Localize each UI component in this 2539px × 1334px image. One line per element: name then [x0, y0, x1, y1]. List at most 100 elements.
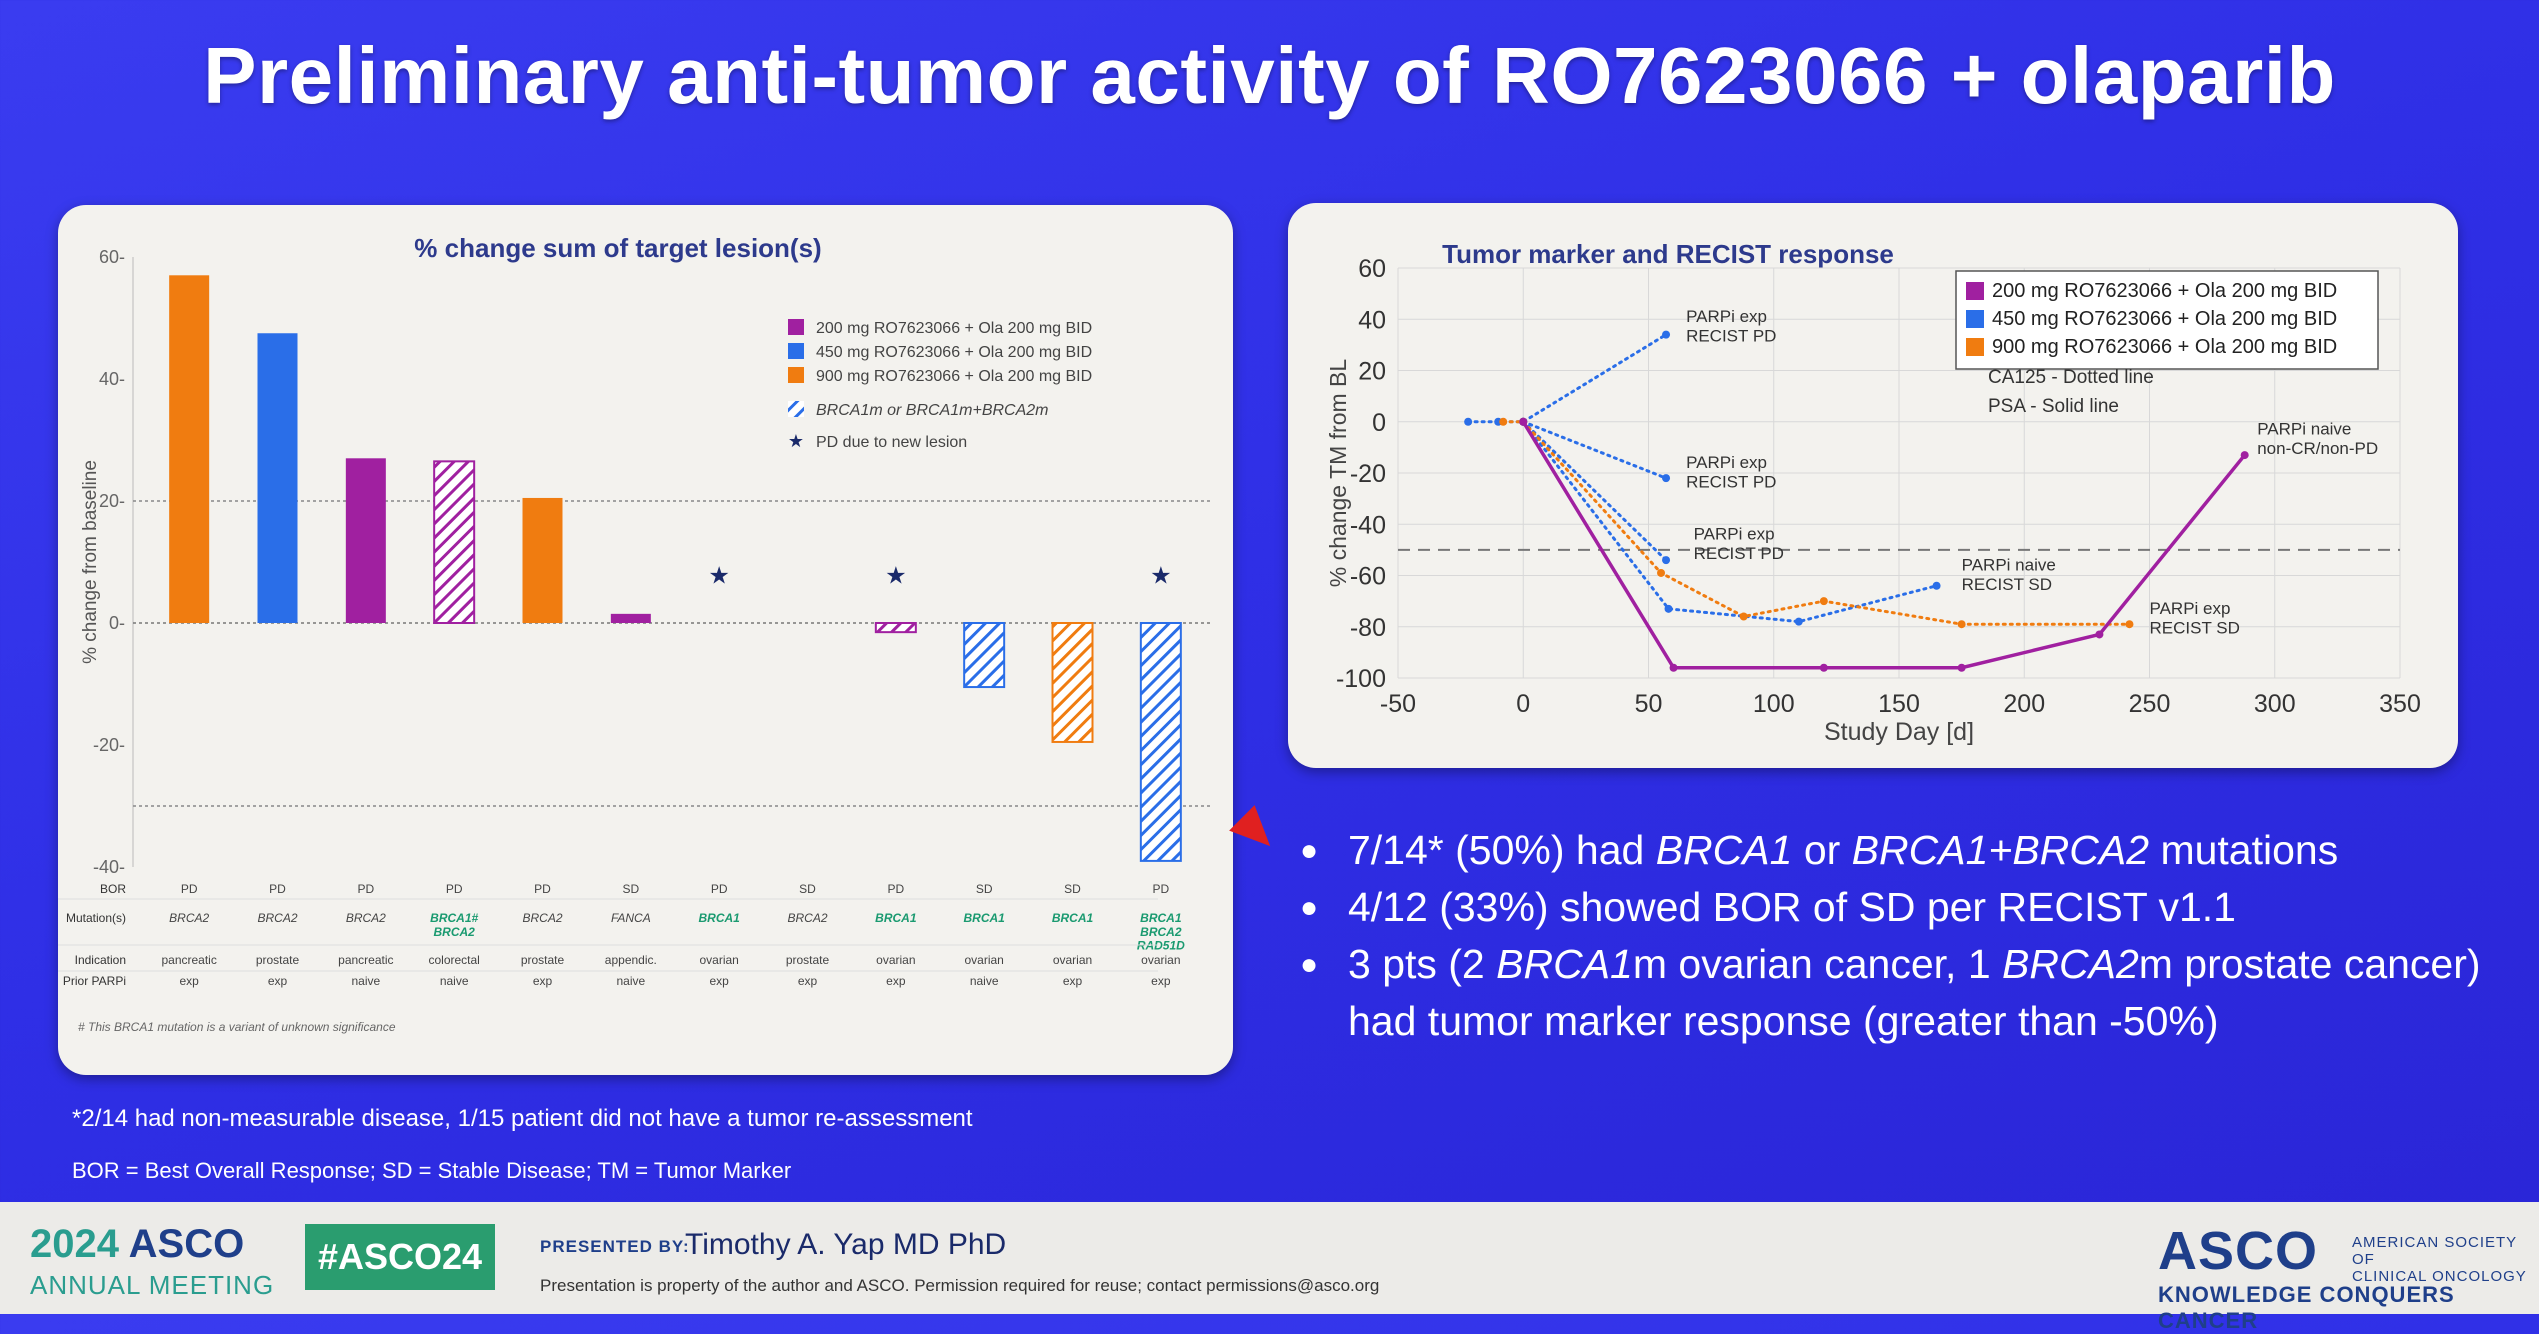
series-point	[1662, 330, 1671, 339]
y-tick-label: -60	[1350, 563, 1386, 591]
y-tick-label: -40-	[93, 857, 125, 877]
table-cell: SD	[1064, 882, 1081, 896]
legend-label: 900 mg RO7623066 + Ola 200 mg BID	[1992, 336, 2337, 358]
table-cell: SD	[799, 882, 816, 896]
annotation-label: PARPi exp RECIST PD	[1694, 525, 1784, 564]
footer-bar: 2024 ASCO ANNUAL MEETING #ASCO24 PRESENT…	[0, 1202, 2539, 1333]
table-cell: prostate	[521, 953, 565, 967]
x-tick-label: -50	[1380, 690, 1416, 718]
waterfall-bar-chart: % change sum of target lesion(s) % change…	[58, 233, 1213, 1034]
line-chart-xlabel: Study Day [d]	[1824, 718, 1974, 746]
y-tick-label: 0-	[109, 613, 125, 633]
bar	[433, 460, 476, 624]
table-cell: naive	[970, 974, 999, 988]
x-tick-label: 50	[1635, 690, 1663, 718]
table-cell: PD	[1152, 882, 1169, 896]
annotation-label: PARPi exp RECIST SD	[2150, 599, 2240, 638]
bullet-item: ● 7/14* (50%) had BRCA1 or BRCA1+BRCA2 mu…	[1300, 822, 2500, 879]
bullet-text: 3 pts (2 BRCA1m ovarian cancer, 1 BRCA2m…	[1348, 941, 2481, 1044]
series-point	[2240, 451, 2249, 460]
series-point	[1819, 663, 1828, 672]
society-name: AMERICAN SOCIETY OF CLINICAL ONCOLOGY	[2352, 1234, 2527, 1285]
annotation-label: PARPi naive non-CR/non-PD	[2257, 420, 2378, 459]
series-point	[1932, 581, 1941, 590]
bullet-dot-icon: ●	[1300, 948, 1319, 981]
presented-by-label: PRESENTED BY:	[540, 1237, 690, 1256]
bar-chart-footnote: # This BRCA1 mutation is a variant of un…	[78, 1020, 396, 1034]
legend-box	[1955, 270, 2379, 370]
table-cell: BRCA2	[346, 911, 386, 925]
y-tick-label: 40-	[99, 369, 125, 389]
y-tick-label: -80	[1350, 614, 1386, 642]
series-point	[1794, 617, 1803, 626]
y-tick-label: 60	[1358, 255, 1386, 283]
table-cell: BRCA1	[698, 911, 740, 925]
disclaimer: Presentation is property of the author a…	[540, 1276, 1380, 1295]
legend-swatch-hatch	[788, 401, 804, 417]
abbreviations: BOR = Best Overall Response; SD = Stable…	[72, 1158, 792, 1183]
table-cell: BRCA2	[169, 911, 209, 925]
bar	[345, 458, 386, 623]
y-tick-label: 0	[1372, 409, 1386, 437]
bar	[169, 275, 210, 623]
series-line	[1521, 420, 1668, 562]
series-point	[2125, 620, 2134, 629]
table-cell: FANCA	[611, 911, 651, 925]
table-cell: BRCA2	[787, 911, 827, 925]
legend-label: 450 mg RO7623066 + Ola 200 mg BID	[816, 344, 1092, 361]
bar-chart-ylabel: % change from baseline	[80, 460, 101, 664]
key-findings-list: ● 7/14* (50%) had BRCA1 or BRCA1+BRCA2 mu…	[1300, 822, 2500, 1050]
bar	[1139, 622, 1182, 862]
series-point	[1669, 663, 1678, 672]
table-cell: BRCA2	[257, 911, 297, 925]
table-cell: PD	[357, 882, 374, 896]
table-cell: BRCA2	[522, 911, 562, 925]
annotation-label: PARPi exp RECIST PD	[1686, 307, 1776, 346]
table-cell: PD	[711, 882, 728, 896]
series-line	[1521, 420, 1668, 480]
annual-meeting-label: ANNUAL MEETING	[30, 1270, 275, 1300]
bar	[522, 497, 563, 623]
hashtag-badge: #ASCO24	[305, 1224, 495, 1290]
series-point	[1957, 663, 1966, 672]
y-tick-label: -20-	[93, 735, 125, 755]
y-tick-label: -20	[1350, 460, 1386, 488]
presenter-name: Timothy A. Yap MD PhD	[685, 1228, 1007, 1261]
annotation-label: PARPi naive RECIST SD	[1962, 555, 2056, 594]
tumor-marker-line-chart: Tumor marker and RECIST response6040200-…	[1325, 239, 2421, 746]
legend-note: CA125 - Dotted line	[1988, 367, 2154, 388]
table-cell: PD	[181, 882, 198, 896]
table-cell: ovarian	[1141, 953, 1180, 967]
star-marker-icon: ★	[708, 562, 730, 589]
table-cell: BRCA1	[1052, 911, 1094, 925]
bullet-text: 4/12 (33%) showed BOR of SD per RECIST v…	[1348, 884, 2236, 930]
line-chart-ylabel: % change TM from BL	[1325, 359, 1351, 588]
meeting-year: 2024	[30, 1222, 119, 1266]
meeting-asco-word: ASCO	[128, 1222, 245, 1266]
table-cell: naive	[440, 974, 469, 988]
x-tick-label: 0	[1516, 690, 1530, 718]
legend-star-icon: ★	[788, 431, 804, 451]
series-point	[1657, 568, 1666, 577]
table-cell: prostate	[786, 953, 830, 967]
slide-title: Preliminary anti-tumor activity of RO762…	[203, 31, 2336, 120]
table-row-label: BOR	[100, 882, 126, 896]
series-point	[1957, 620, 1966, 629]
asco-tagline: KNOWLEDGE CONQUERS CANCER	[2158, 1282, 2455, 1333]
bar	[257, 333, 298, 623]
table-cell: exp	[709, 974, 729, 988]
legend-label: BRCA1m or BRCA1m+BRCA2m	[816, 402, 1049, 419]
legend-swatch	[788, 367, 804, 383]
series-point	[1739, 612, 1748, 621]
bullet-item: ● 3 pts (2 BRCA1m ovarian cancer, 1 BRCA2…	[1300, 936, 2500, 1050]
table-cell: SD	[622, 882, 639, 896]
table-cell: exp	[179, 974, 199, 988]
y-tick-label: 20	[1358, 358, 1386, 386]
table-cell: exp	[886, 974, 906, 988]
series-point	[1662, 556, 1671, 565]
x-tick-label: 200	[2003, 690, 2045, 718]
line-chart-legend: 200 mg RO7623066 + Ola 200 mg BID 450 mg …	[1955, 270, 2379, 370]
table-cell: naive	[351, 974, 380, 988]
footnote: *2/14 had non-measurable disease, 1/15 p…	[72, 1105, 973, 1132]
series-point	[2095, 630, 2104, 639]
